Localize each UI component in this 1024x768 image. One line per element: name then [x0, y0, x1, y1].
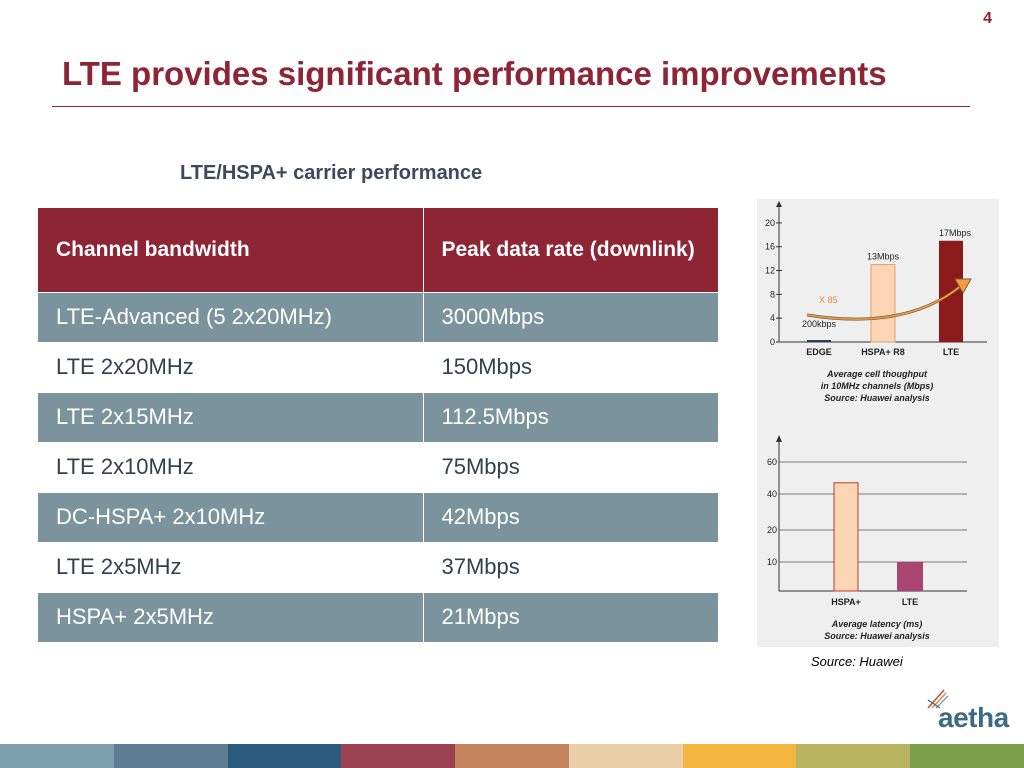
chart-caption: in 10MHz channels (Mbps)	[821, 381, 934, 391]
rate-cell: 42Mbps	[423, 491, 719, 542]
channel-cell: LTE-Advanced (5 2x20MHz)	[38, 291, 424, 342]
footer-segment	[910, 744, 1024, 768]
rate-cell: 112.5Mbps	[423, 391, 719, 442]
y-tick-label: 10	[767, 557, 777, 567]
footer-segment	[796, 744, 911, 768]
footer-segment	[227, 744, 342, 768]
title-rule	[52, 106, 970, 107]
channel-cell: LTE 2x20MHz	[38, 341, 424, 392]
channel-cell: LTE 2x10MHz	[38, 441, 424, 492]
performance-table: Channel bandwidth Peak data rate (downli…	[38, 208, 719, 642]
table-row: LTE 2x20MHz 150Mbps	[38, 341, 719, 392]
aetha-logo: aetha	[926, 688, 1016, 738]
bar	[939, 240, 963, 342]
header-peak-data-rate: Peak data rate (downlink)	[423, 208, 719, 292]
source-note: Source: Huawei	[811, 654, 903, 669]
chart-caption: Source: Huawei analysis	[824, 393, 930, 403]
channel-cell: LTE 2x15MHz	[38, 391, 424, 442]
data-label: 13Mbps	[867, 252, 900, 262]
bar	[807, 340, 831, 342]
rate-cell: 75Mbps	[423, 441, 719, 492]
y-tick-label: 40	[767, 489, 777, 499]
x-tick-label: EDGE	[806, 347, 832, 357]
slide-title: LTE provides significant performance imp…	[62, 55, 887, 92]
y-tick-label: 4	[770, 313, 775, 323]
page-number: 4	[983, 10, 992, 27]
x-tick-label: HSPA+ R8	[861, 347, 905, 357]
footer-band	[0, 744, 1024, 768]
y-tick-label: 8	[770, 289, 775, 299]
charts-svg: 0 4 8 12 16 20 200kbps EDGE 13Mbps HSPA+ R8 17Mbps…	[765, 201, 987, 641]
data-label: 17Mbps	[939, 228, 972, 238]
y-tick-label: 16	[765, 242, 775, 252]
y-tick-label: 60	[767, 457, 777, 467]
charts-panel: 0 4 8 12 16 20 200kbps EDGE 13Mbps HSPA+ R8 17Mbps…	[757, 199, 999, 647]
rate-cell: 150Mbps	[423, 341, 719, 392]
table-row: LTE 2x10MHz 75Mbps	[38, 441, 719, 492]
y-tick-label: 20	[767, 525, 777, 535]
footer-segment	[568, 744, 683, 768]
footer-segment	[0, 744, 114, 768]
y-tick-label: 0	[770, 337, 775, 347]
y-tick-label: 20	[765, 218, 775, 228]
chart-caption: Source: Huawei analysis	[824, 631, 930, 641]
data-label: 200kbps	[802, 319, 837, 329]
bar	[870, 264, 896, 343]
logo-mark-icon	[927, 689, 949, 709]
rate-cell: 21Mbps	[423, 591, 719, 642]
rate-cell: 37Mbps	[423, 541, 719, 592]
growth-arrow-head	[954, 278, 972, 295]
growth-arrow-inner	[806, 284, 963, 320]
x-tick-label: LTE	[902, 597, 918, 607]
channel-cell: HSPA+ 2x5MHz	[38, 591, 424, 642]
footer-segment	[682, 744, 797, 768]
table-row: DC-HSPA+ 2x10MHz 42Mbps	[38, 491, 719, 542]
channel-cell: LTE 2x5MHz	[38, 541, 424, 592]
chart-caption: Average cell thoughput	[826, 369, 928, 379]
table-row: LTE 2x15MHz 112.5Mbps	[38, 391, 719, 442]
table-row: LTE 2x5MHz 37Mbps	[38, 541, 719, 592]
table-caption: LTE/HSPA+ carrier performance	[180, 162, 483, 184]
footer-segment	[113, 744, 228, 768]
header-channel-bandwidth: Channel bandwidth	[38, 208, 424, 292]
y-axis-arrow	[776, 201, 782, 207]
channel-cell: DC-HSPA+ 2x10MHz	[38, 491, 424, 542]
chart-caption: Average latency (ms)	[831, 619, 923, 629]
y-axis-arrow	[776, 435, 782, 442]
footer-segment	[455, 744, 569, 768]
logo-text: aetha	[938, 702, 1009, 733]
x-tick-label: LTE	[943, 347, 959, 357]
x-tick-label: HSPA+	[831, 597, 861, 607]
rate-cell: 3000Mbps	[423, 291, 719, 342]
bar	[897, 562, 923, 591]
table-header-row: Channel bandwidth Peak data rate (downli…	[38, 208, 719, 292]
bar	[833, 482, 859, 592]
growth-annotation: X 85	[819, 295, 838, 305]
y-tick-label: 12	[765, 266, 775, 276]
table-row: HSPA+ 2x5MHz 21Mbps	[38, 591, 719, 642]
table-row: LTE-Advanced (5 2x20MHz) 3000Mbps	[38, 291, 719, 342]
footer-segment	[341, 744, 456, 768]
